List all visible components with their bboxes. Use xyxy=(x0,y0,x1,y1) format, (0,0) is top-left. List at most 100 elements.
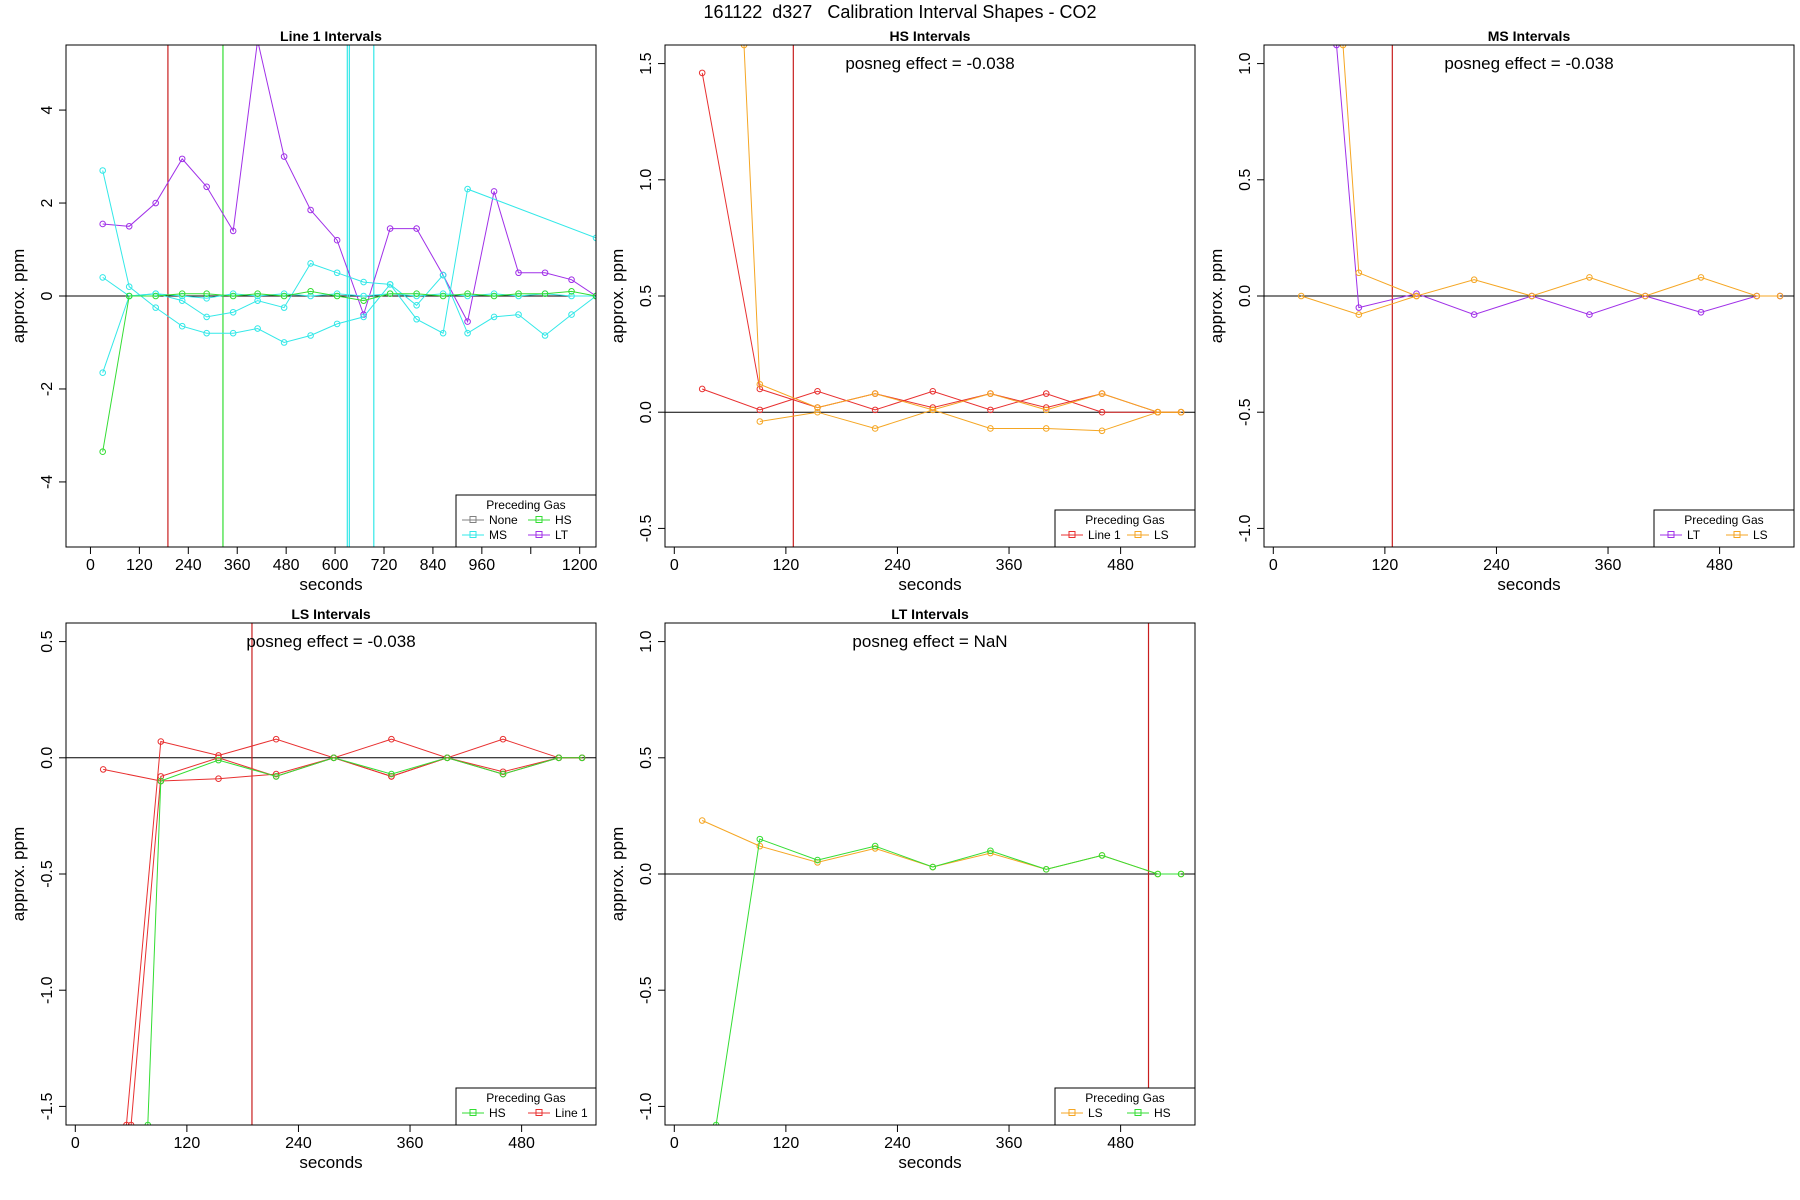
data-point xyxy=(987,849,994,857)
legend-box xyxy=(455,494,597,548)
data-point xyxy=(333,292,341,300)
x-tick-label: 600 xyxy=(322,557,349,574)
x-tick-label: 480 xyxy=(1706,557,1733,574)
data-point xyxy=(756,418,764,425)
y-tick-label: 0.5 xyxy=(638,285,655,307)
data-point xyxy=(756,385,764,393)
data-point xyxy=(203,329,210,337)
x-tick-label: 960 xyxy=(468,557,495,574)
data-point xyxy=(125,283,133,291)
series-line-ls xyxy=(759,409,1182,432)
data-point xyxy=(439,329,447,337)
legend-label: LT xyxy=(555,528,569,542)
data-point xyxy=(515,269,522,277)
y-tick-label: -4 xyxy=(39,475,56,489)
figure-title: 161122 d327 Calibration Interval Shapes … xyxy=(703,2,1097,22)
x-axis-label: seconds xyxy=(898,1153,961,1172)
data-point xyxy=(756,406,764,414)
legend-box xyxy=(1054,509,1196,548)
data-point xyxy=(215,756,222,764)
data-point xyxy=(1098,390,1106,397)
y-axis-label: approx. ppm xyxy=(9,249,28,344)
series-line-line-1 xyxy=(702,388,1182,413)
legend-box xyxy=(1653,509,1795,548)
data-point xyxy=(499,735,507,743)
x-tick-label: 240 xyxy=(175,557,202,574)
data-point xyxy=(360,278,367,286)
data-point xyxy=(360,292,367,300)
y-tick-label: 4 xyxy=(39,106,56,115)
x-tick-label: 720 xyxy=(371,557,398,574)
legend-label: LS xyxy=(1088,1106,1103,1120)
data-point xyxy=(698,385,706,393)
data-point xyxy=(307,332,314,339)
x-tick-label: 360 xyxy=(1595,557,1622,574)
y-tick-label: 1.0 xyxy=(638,630,655,652)
legend-title: Preceding Gas xyxy=(486,1091,565,1105)
data-point xyxy=(307,260,314,267)
data-point xyxy=(388,770,395,778)
series-line-ms xyxy=(102,276,596,299)
x-tick-label: 240 xyxy=(285,1135,312,1152)
data-point xyxy=(1098,427,1106,435)
legend-label: Line 1 xyxy=(555,1106,588,1120)
legend-swatch-marker xyxy=(535,1109,543,1116)
series-line-lt xyxy=(1336,45,1781,316)
legend-swatch-marker xyxy=(1733,531,1741,538)
legend-label: HS xyxy=(1154,1106,1171,1120)
data-point xyxy=(1586,311,1593,318)
data-point xyxy=(1528,292,1536,300)
legend-label: Line 1 xyxy=(1088,528,1121,542)
data-point xyxy=(386,290,394,297)
panel-3: MS Intervals 0 120 240 360 480 seconds -1.0 -0.5… xyxy=(1207,28,1795,594)
data-point xyxy=(443,754,451,762)
data-point xyxy=(1177,408,1185,416)
data-point xyxy=(413,225,420,232)
data-point xyxy=(99,274,106,281)
data-point xyxy=(229,292,237,300)
x-tick-label: 0 xyxy=(670,557,679,574)
data-point xyxy=(333,269,341,277)
data-point xyxy=(1697,308,1705,316)
data-point xyxy=(987,847,994,855)
legend-swatch-marker xyxy=(1068,531,1076,538)
series-line-ms xyxy=(102,262,596,373)
series-line-line-1 xyxy=(130,757,583,1125)
y-tick-label: -0.5 xyxy=(1237,398,1254,426)
data-point xyxy=(592,234,596,242)
data-point xyxy=(386,281,394,288)
data-point xyxy=(413,315,420,323)
data-point xyxy=(254,325,261,332)
data-point xyxy=(814,408,821,416)
data-point xyxy=(1042,390,1050,397)
data-point xyxy=(1355,311,1363,318)
x-axis-label: seconds xyxy=(1497,575,1560,594)
legend-swatch-marker xyxy=(1068,1109,1076,1116)
series-line-line-1 xyxy=(125,738,583,1125)
legend-label: None xyxy=(489,513,518,527)
x-tick-label: 0 xyxy=(86,557,95,574)
data-point xyxy=(1355,269,1363,277)
data-point xyxy=(272,735,280,743)
data-point xyxy=(229,227,237,235)
legend-swatch-marker xyxy=(469,531,477,538)
data-point xyxy=(555,754,563,762)
legend-label: LT xyxy=(1687,528,1701,542)
panel-4: LS Intervals 0 120 240 360 480 seconds -1.5 -1.0… xyxy=(9,606,597,1172)
data-point xyxy=(99,766,107,773)
data-point xyxy=(1470,276,1478,284)
x-tick-label: 480 xyxy=(273,557,300,574)
plot-area xyxy=(665,45,1195,547)
data-point xyxy=(157,777,165,785)
y-tick-label: -1.0 xyxy=(39,976,56,1004)
data-point xyxy=(254,297,261,304)
data-point xyxy=(1154,408,1162,416)
x-axis-label: seconds xyxy=(898,575,961,594)
data-point xyxy=(178,155,186,163)
data-point xyxy=(515,290,522,297)
data-point xyxy=(568,276,575,284)
data-point xyxy=(307,206,314,214)
legend-swatch-marker xyxy=(469,516,477,523)
